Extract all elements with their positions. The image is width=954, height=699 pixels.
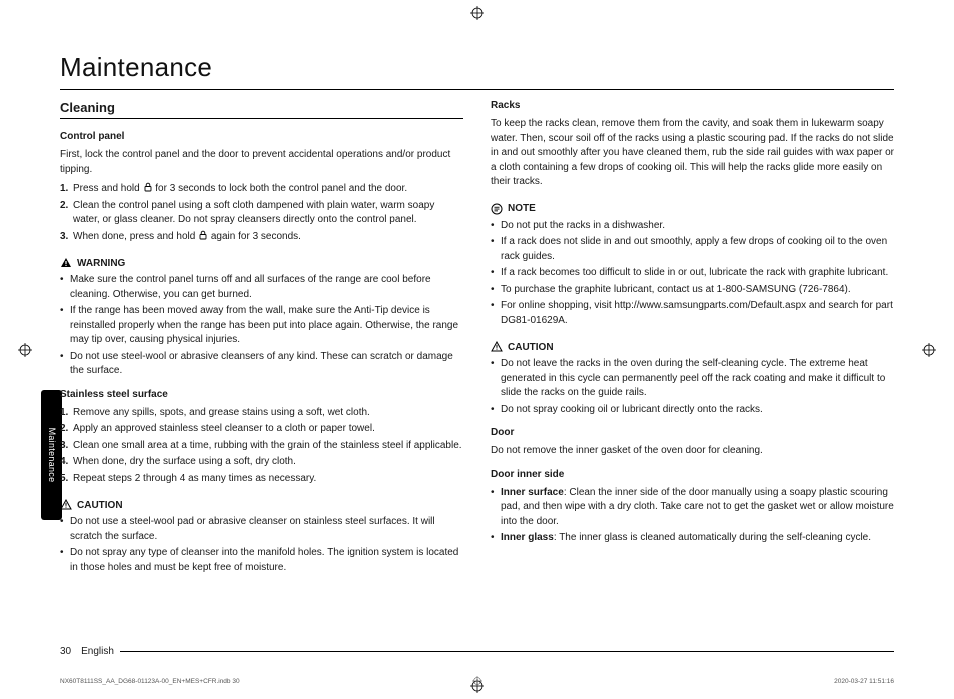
- side-tab-label: Maintenance: [47, 428, 57, 483]
- print-footline: NX60T8111SS_AA_DG68-01123A-00_EN+MES+CFR…: [60, 678, 894, 685]
- warning-list: Make sure the control panel turns off an…: [60, 273, 463, 379]
- caution-label: CAUTION: [77, 500, 123, 511]
- list-item: 3.When done, press and hold again for 3 …: [60, 230, 463, 245]
- list-item: For online shopping, visit http://www.sa…: [491, 299, 894, 328]
- door-text: Do not remove the inner gasket of the ov…: [491, 444, 894, 459]
- door-inner-list: Inner surface: Clean the inner side of t…: [491, 486, 894, 546]
- page-title: Maintenance: [60, 52, 894, 83]
- racks-intro: To keep the racks clean, remove them fro…: [491, 117, 894, 190]
- list-item: 1.Remove any spills, spots, and grease s…: [60, 406, 463, 421]
- print-timestamp-group: 2020-03-27 11:51:16: [834, 678, 894, 685]
- warning-callout: WARNING: [60, 257, 125, 269]
- list-item: If a rack does not slide in and out smoo…: [491, 235, 894, 264]
- caution-list-right: Do not leave the racks in the oven durin…: [491, 357, 894, 417]
- print-center-mark: [472, 676, 482, 688]
- crop-mark-top: [470, 6, 484, 20]
- subhead-door: Door: [491, 427, 894, 438]
- subhead-stainless: Stainless steel surface: [60, 389, 463, 400]
- list-item: 2.Apply an approved stainless steel clea…: [60, 422, 463, 437]
- subhead-door-inner: Door inner side: [491, 469, 894, 480]
- caution-label: CAUTION: [508, 342, 554, 353]
- title-rule: [60, 89, 894, 90]
- list-item: 5.Repeat steps 2 through 4 as many times…: [60, 472, 463, 487]
- stainless-steps: 1.Remove any spills, spots, and grease s…: [60, 406, 463, 487]
- note-callout: NOTE: [491, 203, 536, 215]
- footer-rule: [120, 651, 894, 652]
- list-item: Inner glass: The inner glass is cleaned …: [491, 531, 894, 546]
- columns: Cleaning Control panel First, lock the c…: [60, 100, 894, 657]
- subhead-control-panel: Control panel: [60, 131, 463, 142]
- caution-icon: [491, 341, 503, 353]
- list-item: Inner surface: Clean the inner side of t…: [491, 486, 894, 530]
- caution-icon: [60, 499, 72, 511]
- section-heading-cleaning: Cleaning: [60, 100, 463, 119]
- crop-mark-left: [18, 343, 32, 357]
- list-item: 4.When done, dry the surface using a sof…: [60, 455, 463, 470]
- list-item: To purchase the graphite lubricant, cont…: [491, 283, 894, 298]
- print-timestamp: 2020-03-27 11:51:16: [834, 678, 894, 685]
- subhead-racks: Racks: [491, 100, 894, 111]
- warning-icon: [60, 257, 72, 269]
- print-filecode: NX60T8111SS_AA_DG68-01123A-00_EN+MES+CFR…: [60, 678, 240, 685]
- list-item: 1.Press and hold for 3 seconds to lock b…: [60, 182, 463, 197]
- lock-icon: [143, 182, 153, 192]
- list-item: Do not leave the racks in the oven durin…: [491, 357, 894, 401]
- list-item: Do not put the racks in a dishwasher.: [491, 219, 894, 234]
- column-left: Cleaning Control panel First, lock the c…: [60, 100, 463, 657]
- crop-mark-right: [922, 343, 936, 357]
- column-right: Racks To keep the racks clean, remove th…: [491, 100, 894, 657]
- list-item: 2.Clean the control panel using a soft c…: [60, 199, 463, 228]
- list-item: Do not use a steel-wool pad or abrasive …: [60, 515, 463, 544]
- control-panel-intro: First, lock the control panel and the do…: [60, 148, 463, 177]
- note-list: Do not put the racks in a dishwasher. If…: [491, 219, 894, 329]
- note-icon: [491, 203, 503, 215]
- page-footer: 30 English: [60, 646, 894, 657]
- caution-callout-right: CAUTION: [491, 341, 554, 353]
- side-tab-maintenance: Maintenance: [41, 390, 62, 520]
- list-item: Do not spray cooking oil or lubricant di…: [491, 403, 894, 418]
- page-language: English: [81, 646, 114, 657]
- warning-label: WARNING: [77, 258, 125, 269]
- note-label: NOTE: [508, 203, 536, 214]
- page-number: 30: [60, 646, 71, 657]
- lock-icon: [198, 230, 208, 240]
- list-item: 3.Clean one small area at a time, rubbin…: [60, 439, 463, 454]
- caution-callout: CAUTION: [60, 499, 123, 511]
- list-item: Make sure the control panel turns off an…: [60, 273, 463, 302]
- caution-list-left: Do not use a steel-wool pad or abrasive …: [60, 515, 463, 575]
- list-item: If a rack becomes too difficult to slide…: [491, 266, 894, 281]
- list-item: Do not spray any type of cleanser into t…: [60, 546, 463, 575]
- list-item: If the range has been moved away from th…: [60, 304, 463, 348]
- list-item: Do not use steel-wool or abrasive cleans…: [60, 350, 463, 379]
- page-content: Maintenance Cleaning Control panel First…: [60, 52, 894, 657]
- control-panel-steps: 1.Press and hold for 3 seconds to lock b…: [60, 182, 463, 244]
